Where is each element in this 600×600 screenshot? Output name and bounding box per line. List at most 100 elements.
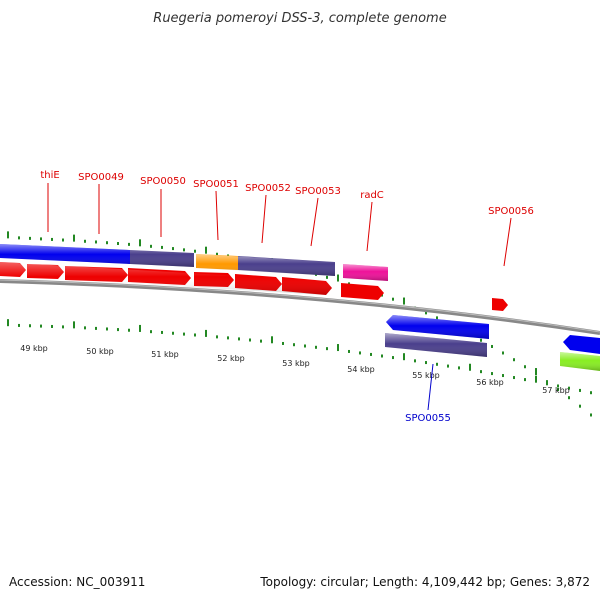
minor-tick: [117, 242, 119, 246]
leader-SPO0056: [503, 217, 512, 267]
minor-tick: [29, 236, 31, 240]
gene-labels: thiE SPO0049 SPO0050 SPO0051 SPO0052 SPO…: [40, 170, 534, 424]
minor-tick: [183, 332, 185, 336]
leader-SPO0053: [310, 197, 319, 247]
minor-tick: [95, 240, 97, 244]
tick-label: 57 kbp: [542, 386, 570, 395]
major-tick: [7, 231, 9, 239]
tick-label: 51 kbp: [151, 350, 179, 359]
minor-tick: [161, 330, 163, 334]
minor-tick: [579, 388, 581, 392]
gene-label-SPO0050[interactable]: SPO0050: [140, 176, 186, 187]
minor-tick: [524, 365, 526, 369]
gene-arrow-SPO0056[interactable]: [492, 298, 508, 311]
gene-label-radC[interactable]: radC: [360, 190, 384, 201]
minor-tick: [172, 247, 174, 251]
minor-tick: [557, 388, 559, 392]
minor-tick: [425, 361, 427, 365]
tick-label: 49 kbp: [20, 344, 48, 353]
gene-label-SPO0052[interactable]: SPO0052: [245, 183, 291, 194]
reverse-strand-track: [385, 315, 600, 371]
minor-tick: [40, 237, 42, 241]
feature-track: [0, 244, 388, 281]
leader-SPO0051: [215, 190, 219, 241]
minor-tick: [513, 358, 515, 362]
minor-tick: [117, 328, 119, 332]
minor-tick: [40, 324, 42, 328]
major-tick: [403, 353, 405, 361]
minor-tick: [370, 352, 372, 356]
major-tick: [337, 274, 339, 282]
accession-label: Accession: NC_003911: [9, 575, 145, 589]
minor-tick: [502, 351, 504, 355]
major-tick: [205, 329, 207, 337]
minor-tick: [568, 396, 570, 400]
minor-tick: [392, 297, 394, 301]
gene-label-SPO0055[interactable]: SPO0055: [405, 413, 451, 424]
major-tick: [139, 324, 141, 332]
gene-label-SPO0049[interactable]: SPO0049: [78, 172, 124, 183]
gene-arrow-radC[interactable]: [341, 283, 384, 300]
gene-label-SPO0053[interactable]: SPO0053: [295, 186, 341, 197]
genome-backbone-highlight: [0, 279, 600, 333]
minor-tick: [62, 238, 64, 242]
minor-tick: [557, 384, 559, 388]
major-tick: [73, 321, 75, 329]
minor-tick: [51, 324, 53, 328]
minor-tick: [524, 378, 526, 382]
minor-tick: [128, 242, 130, 246]
minor-tick: [304, 344, 306, 348]
minor-tick: [293, 343, 295, 347]
minor-tick: [326, 275, 328, 279]
minor-tick: [491, 372, 493, 376]
gene-label-leaders: [47, 183, 512, 411]
minor-tick: [29, 324, 31, 328]
minor-tick: [84, 239, 86, 243]
minor-tick: [480, 370, 482, 374]
leader-SPO0052: [261, 194, 267, 244]
major-tick: [535, 375, 537, 383]
genome-summary: Topology: circular; Length: 4,109,442 bp…: [259, 575, 590, 589]
minor-tick: [425, 311, 427, 315]
minor-tick: [458, 366, 460, 370]
minor-tick: [183, 248, 185, 252]
minor-tick: [150, 244, 152, 248]
gene-label-SPO0056[interactable]: SPO0056: [488, 206, 534, 217]
gene-label-SPO0051[interactable]: SPO0051: [193, 179, 239, 190]
feature-gloss: [0, 244, 194, 267]
forward-gloss: [0, 262, 332, 295]
gene-arrow-right-blue[interactable]: [563, 335, 600, 354]
tick-label: 50 kbp: [86, 347, 114, 356]
feature-gloss-2: [196, 254, 335, 276]
tick-label: 55 kbp: [412, 371, 440, 380]
minor-tick: [249, 338, 251, 342]
minor-tick: [238, 337, 240, 341]
minor-tick: [590, 413, 592, 417]
minor-tick: [172, 331, 174, 335]
minor-tick: [381, 354, 383, 358]
major-tick: [535, 368, 537, 376]
minor-tick: [161, 245, 163, 249]
tick-label: 52 kbp: [217, 354, 245, 363]
leader-SPO0055: [427, 363, 434, 411]
inner-tick-ring: [7, 319, 592, 395]
major-tick: [469, 363, 471, 371]
minor-tick: [106, 327, 108, 331]
minor-tick: [447, 364, 449, 368]
minor-tick: [227, 336, 229, 340]
minor-tick: [546, 380, 548, 384]
minor-tick: [315, 345, 317, 349]
minor-tick: [491, 344, 493, 348]
major-tick: [337, 344, 339, 352]
gene-label-thiE[interactable]: thiE: [40, 170, 59, 181]
minor-tick: [436, 316, 438, 320]
minor-tick: [579, 404, 581, 408]
major-tick: [403, 297, 405, 305]
minor-tick: [348, 349, 350, 353]
minor-tick: [480, 338, 482, 342]
minor-tick: [546, 382, 548, 386]
minor-tick: [359, 351, 361, 355]
major-tick: [271, 336, 273, 344]
tick-label: 53 kbp: [282, 359, 310, 368]
